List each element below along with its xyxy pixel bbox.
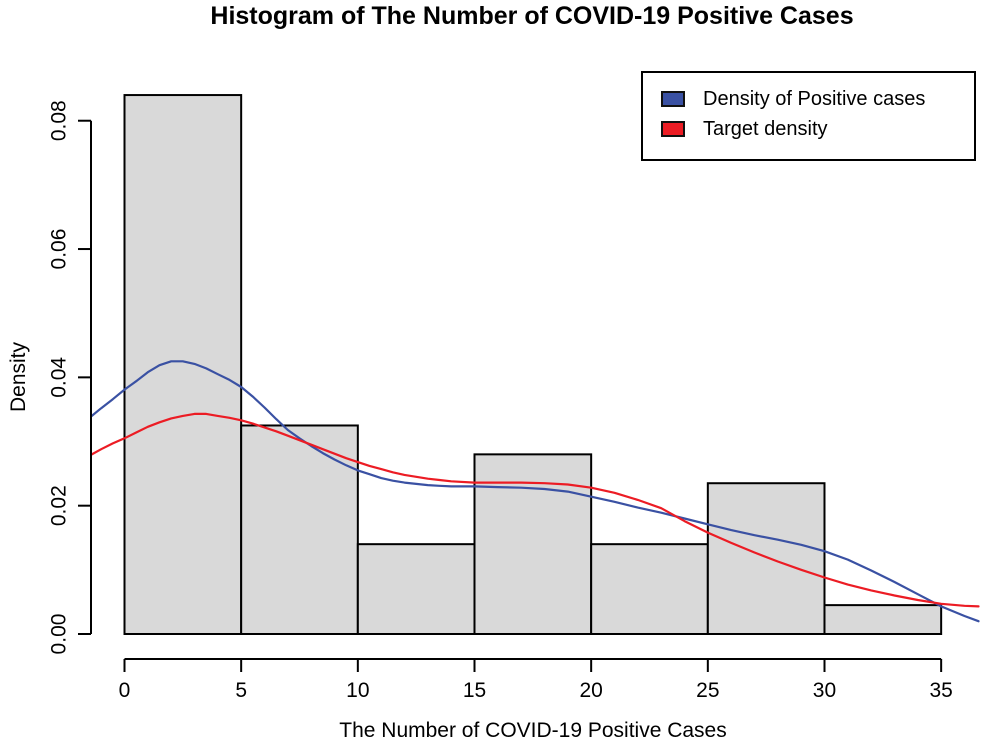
blue-swatch-icon [661, 91, 685, 107]
x-tick-label: 0 [119, 679, 131, 702]
y-tick-label: 0.02 [47, 485, 70, 526]
histogram-bar [823, 604, 943, 635]
y-tick-label: 0.08 [47, 100, 70, 141]
x-axis-title: The Number of COVID-19 Positive Cases [339, 719, 727, 742]
legend-label: Target density [703, 117, 828, 140]
x-tick-label: 10 [346, 679, 369, 702]
legend-item-target-density: Target density [661, 114, 974, 144]
y-tick-label: 0.04 [47, 357, 70, 398]
x-tick-label: 25 [696, 679, 719, 702]
histogram-bar [356, 543, 476, 636]
chart-title: Histogram of The Number of COVID-19 Posi… [210, 2, 854, 30]
histogram-bar [473, 453, 593, 635]
x-tick-label: 20 [579, 679, 602, 702]
x-tick-label: 5 [235, 679, 247, 702]
red-swatch-icon [661, 121, 685, 137]
x-tick-label: 30 [813, 679, 836, 702]
histogram-bar [123, 94, 243, 635]
legend-label: Density of Positive cases [703, 87, 926, 110]
y-tick-label: 0.06 [47, 229, 70, 270]
density-curve-positive [90, 360, 980, 623]
density-curve-target [90, 412, 980, 608]
histogram-bar [590, 543, 709, 636]
x-tick-label: 35 [929, 679, 952, 702]
histogram-bar [706, 482, 826, 635]
legend-item-positive-density: Density of Positive cases [661, 84, 974, 114]
legend: Density of Positive cases Target density [641, 71, 976, 161]
y-tick-label: 0.00 [47, 614, 70, 655]
x-tick-label: 15 [463, 679, 486, 702]
